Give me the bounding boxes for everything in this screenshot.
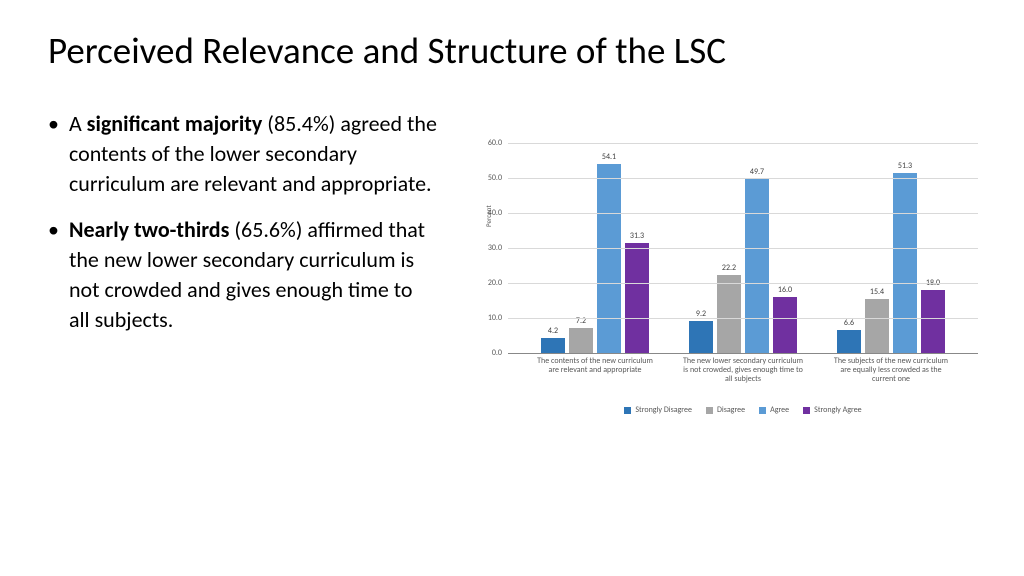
bar <box>569 328 593 353</box>
y-tick-label: 30.0 <box>462 243 502 253</box>
bar-value-label: 15.4 <box>870 287 884 297</box>
grid-line <box>508 248 978 249</box>
content-row: • A significant majority (85.4%) agreed … <box>48 109 976 413</box>
bullet-text: A significant majority (85.4%) agreed th… <box>69 109 438 199</box>
bullet-text: Nearly two-thirds (65.6%) affirmed that … <box>69 215 438 335</box>
bullet-pre: A <box>69 110 87 137</box>
bar <box>773 297 797 353</box>
bar <box>625 243 649 353</box>
bar-value-label: 49.7 <box>750 167 764 177</box>
legend-item: Strongly Agree <box>803 405 862 415</box>
chart-legend: Strongly Disagree Disagree Agree Strongly A… <box>508 405 978 415</box>
bar <box>689 321 713 353</box>
bullet-dot-icon: • <box>48 109 59 139</box>
legend-label: Strongly Agree <box>814 405 862 415</box>
grid-line <box>508 283 978 284</box>
legend-swatch-icon <box>706 407 713 414</box>
category-label: The new lower secondary curriculum is no… <box>683 357 803 385</box>
bullet-dot-icon: • <box>48 215 59 245</box>
y-tick-label: 10.0 <box>462 313 502 323</box>
category-label: The contents of the new curriculum are r… <box>535 357 655 375</box>
bar-value-label: 4.2 <box>548 326 558 336</box>
bullet-item: • Nearly two-thirds (65.6%) affirmed tha… <box>48 215 438 335</box>
bullet-pct: (65.6%) <box>234 216 302 243</box>
bullet-item: • A significant majority (85.4%) agreed … <box>48 109 438 199</box>
legend-item: Disagree <box>706 405 745 415</box>
grid-line <box>508 178 978 179</box>
bar <box>745 179 769 353</box>
bar <box>717 275 741 353</box>
y-tick-label: 40.0 <box>462 208 502 218</box>
bar <box>837 330 861 353</box>
y-tick-label: 60.0 <box>462 138 502 148</box>
bar <box>893 173 917 353</box>
grid-line <box>508 213 978 214</box>
bar-value-label: 51.3 <box>898 161 912 171</box>
page-title: Perceived Relevance and Structure of the… <box>48 28 976 73</box>
legend-swatch-icon <box>803 407 810 414</box>
bar-value-label: 16.0 <box>778 285 792 295</box>
chart-container: 4.27.254.131.39.222.249.716.06.615.451.3… <box>462 109 982 413</box>
bullet-pct: (85.4%) <box>267 110 335 137</box>
category-label: The subjects of the new curriculum are e… <box>831 357 951 385</box>
y-tick-label: 20.0 <box>462 278 502 288</box>
y-tick-label: 0.0 <box>462 348 502 358</box>
bar-chart: 4.27.254.131.39.222.249.716.06.615.451.3… <box>462 133 982 413</box>
y-tick-label: 50.0 <box>462 173 502 183</box>
bar-value-label: 54.1 <box>602 152 616 162</box>
bar <box>921 290 945 353</box>
legend-swatch-icon <box>624 407 631 414</box>
bullet-bold: significant majority <box>87 110 263 137</box>
legend-item: Agree <box>759 405 789 415</box>
legend-label: Disagree <box>717 405 745 415</box>
legend-item: Strongly Disagree <box>624 405 692 415</box>
x-axis-line <box>508 353 978 354</box>
grid-line <box>508 143 978 144</box>
bar <box>865 299 889 353</box>
bar-value-label: 6.6 <box>844 318 854 328</box>
grid-line <box>508 318 978 319</box>
legend-label: Agree <box>770 405 789 415</box>
bar <box>541 338 565 353</box>
bullet-list: • A significant majority (85.4%) agreed … <box>48 109 438 413</box>
legend-label: Strongly Disagree <box>635 405 692 415</box>
bar-value-label: 31.3 <box>630 231 644 241</box>
bullet-bold: Nearly two-thirds <box>69 216 229 243</box>
bar-value-label: 22.2 <box>722 263 736 273</box>
bar <box>597 164 621 353</box>
legend-swatch-icon <box>759 407 766 414</box>
